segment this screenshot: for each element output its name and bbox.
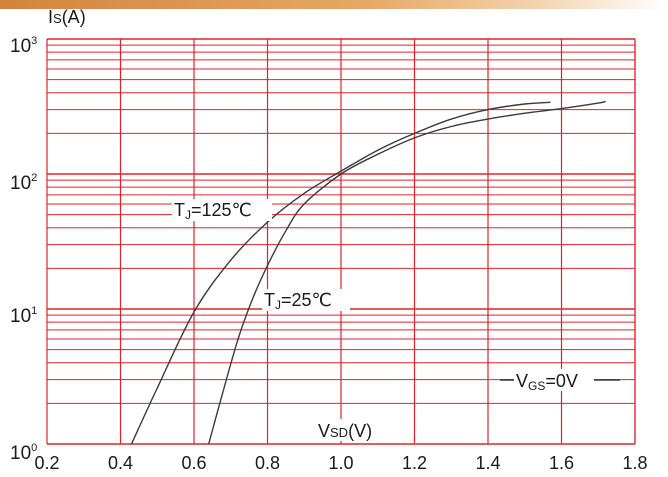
y-axis-title: IS(A) xyxy=(48,7,86,27)
x-tick-label-0.8: 0.8 xyxy=(255,453,280,473)
x-tick-label-0.6: 0.6 xyxy=(181,453,206,473)
curves xyxy=(130,100,620,445)
x-tick-label-1.8: 1.8 xyxy=(622,453,647,473)
y-tick-label-10: 101 xyxy=(10,305,37,327)
x-tick-label-1.0: 1.0 xyxy=(328,453,353,473)
x-tick-label-0.2: 0.2 xyxy=(34,453,59,473)
series-line-tj-25 xyxy=(208,100,606,445)
series-label-tj-25: TJ=25℃ xyxy=(264,290,332,312)
x-tick-label-1.6: 1.6 xyxy=(549,453,574,473)
x-axis-title: VSD(V) xyxy=(318,421,372,441)
x-tick-label-1.2: 1.2 xyxy=(402,453,427,473)
y-tick-label-1: 100 xyxy=(10,442,37,464)
vgs-annotation-bg xyxy=(514,369,594,391)
y-tick-label-100: 102 xyxy=(10,172,37,194)
series-label-25-bg xyxy=(262,289,350,311)
vgs-annotation: VGS=0V xyxy=(516,371,578,393)
y-tick-label-1000: 103 xyxy=(10,35,37,57)
header-accent-band xyxy=(0,0,668,9)
series-label-125-bg xyxy=(172,199,272,221)
x-axis-title-bg xyxy=(316,419,394,441)
series-line-tj-125 xyxy=(130,101,551,445)
series-label-tj-125: TJ=125℃ xyxy=(174,200,252,222)
x-tick-label-0.4: 0.4 xyxy=(108,453,133,473)
x-tick-label-1.4: 1.4 xyxy=(475,453,500,473)
x-tick-labels: 0.2 0.4 0.6 0.8 1.0 1.2 1.4 1.6 1.8 xyxy=(34,453,647,473)
